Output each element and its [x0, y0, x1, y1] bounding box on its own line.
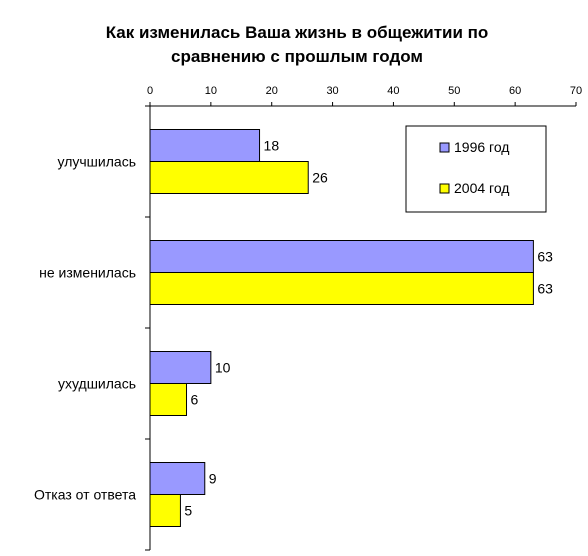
data-label: 6 — [191, 392, 199, 408]
x-tick-label: 30 — [326, 85, 338, 97]
x-tick-label: 10 — [205, 85, 217, 97]
legend: 1996 год 2004 год — [405, 125, 547, 213]
bar — [149, 240, 534, 273]
bar — [149, 462, 206, 495]
x-tick-label: 70 — [570, 85, 582, 97]
chart-title-line-1: Как изменилась Ваша жизнь в общежитии по — [106, 23, 489, 42]
data-label: 5 — [184, 503, 192, 519]
bar — [149, 351, 212, 384]
bar — [149, 129, 261, 162]
legend-box — [405, 125, 547, 213]
bar — [149, 383, 188, 416]
bar — [149, 494, 181, 527]
chart-title-line-2: сравнению с прошлым годом — [171, 47, 423, 66]
x-tick-label: 20 — [266, 85, 278, 97]
x-tick-label: 60 — [509, 85, 521, 97]
data-label: 10 — [215, 360, 231, 376]
data-label: 63 — [537, 249, 553, 265]
category-label: Отказ от ответа — [34, 487, 136, 503]
x-tick-label: 40 — [387, 85, 399, 97]
data-label: 9 — [209, 471, 217, 487]
plot-area: 0 10 20 30 40 50 60 70 улучшилась 18 26 не изменила… — [34, 85, 582, 551]
legend-label-2004: 2004 год — [454, 180, 509, 196]
data-label: 26 — [312, 170, 328, 186]
bar — [149, 272, 534, 305]
legend-swatch-2004 — [439, 183, 450, 194]
legend-swatch-1996 — [439, 142, 450, 153]
x-tick-label: 0 — [147, 85, 153, 97]
x-tick-label: 50 — [448, 85, 460, 97]
bar — [149, 161, 309, 194]
data-label: 18 — [264, 138, 280, 154]
legend-label-1996: 1996 год — [454, 139, 509, 155]
category-label: не изменилась — [39, 265, 136, 281]
category-label: ухудшилась — [58, 376, 136, 392]
data-label: 63 — [537, 281, 553, 297]
category-label: улучшилась — [58, 154, 136, 170]
